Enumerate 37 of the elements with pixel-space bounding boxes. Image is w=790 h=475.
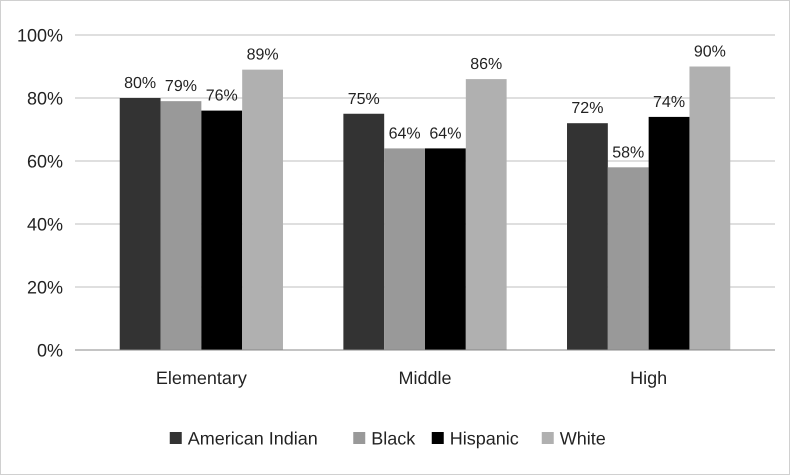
bar [120, 98, 161, 350]
data-label: 64% [429, 125, 462, 142]
data-label: 75% [348, 90, 380, 108]
data-label: 72% [571, 100, 604, 118]
y-tick-label: 40% [26, 214, 63, 234]
legend-label: White [560, 428, 606, 448]
data-label: 79% [164, 78, 197, 96]
y-tick-label: 60% [26, 151, 63, 172]
x-tick-label: High [630, 368, 668, 388]
data-label: 80% [124, 75, 156, 92]
bar [689, 66, 730, 350]
bar [384, 148, 425, 350]
bar [343, 114, 384, 350]
y-tick-label: 20% [26, 277, 63, 298]
bar [242, 70, 283, 350]
legend-label: Hispanic [450, 428, 519, 448]
x-tick-label: Elementary [156, 368, 247, 388]
data-label: 74% [653, 94, 686, 111]
y-tick-label: 0% [36, 340, 63, 360]
x-tick-label: Middle [398, 368, 452, 388]
y-tick-label: 80% [26, 88, 63, 108]
bar [567, 123, 608, 350]
data-label: 90% [694, 44, 726, 60]
bar [425, 148, 466, 350]
legend-label: Black [371, 428, 416, 448]
bar [466, 79, 507, 350]
bar [201, 110, 242, 350]
y-tick-label: 100% [16, 25, 63, 46]
bar [608, 167, 649, 350]
bar [160, 101, 202, 350]
bar [648, 116, 690, 350]
data-label: 76% [206, 88, 238, 105]
legend-label: American Indian [188, 428, 318, 448]
data-label: 64% [388, 125, 421, 142]
data-label: 86% [470, 56, 502, 74]
data-label: 89% [246, 46, 279, 64]
data-label: 58% [612, 144, 644, 162]
